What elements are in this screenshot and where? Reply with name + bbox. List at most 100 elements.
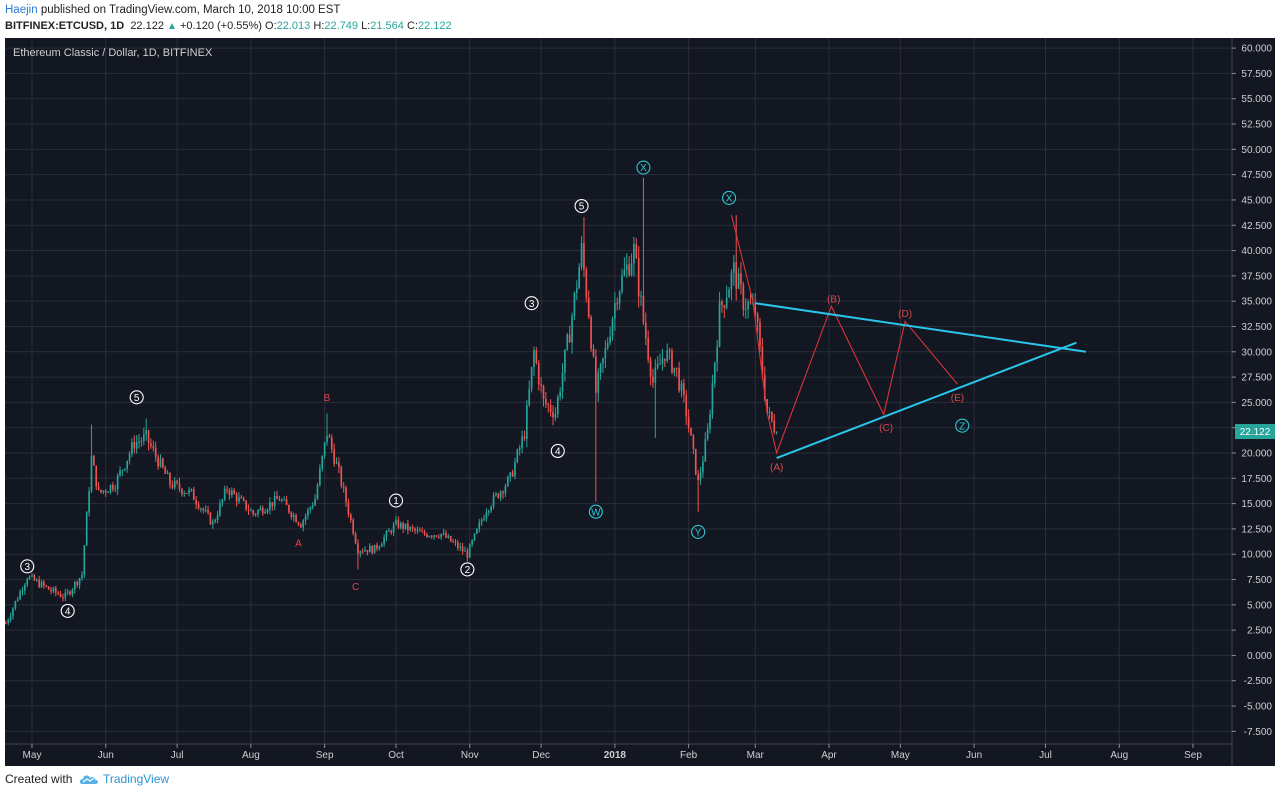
candle-body [385, 531, 388, 538]
wave-label-cyan-circle [955, 418, 970, 433]
candle-body [459, 546, 462, 549]
projection-line [730, 214, 958, 455]
price-tick-label: 15.000 [1241, 499, 1272, 510]
candle-body [452, 541, 454, 543]
time-tick-label: Sep [1184, 750, 1202, 761]
candle-body [590, 317, 592, 349]
candle-body [107, 491, 109, 493]
candle-body [433, 535, 435, 537]
candle-body [449, 536, 452, 542]
candle-body [54, 587, 57, 593]
candle-body [566, 334, 569, 350]
candle-body [9, 616, 12, 621]
candle-body [371, 546, 374, 554]
candle-body [207, 509, 209, 513]
wave-label-white: 1 [393, 496, 399, 507]
candle-body [418, 529, 421, 532]
candle-body [340, 467, 343, 487]
candle-body [166, 473, 169, 475]
candle-body [278, 499, 281, 501]
candle-body [190, 488, 193, 490]
candle-body [702, 461, 704, 473]
candle-body [159, 458, 162, 467]
candle-body [487, 510, 490, 513]
candle-body [573, 292, 576, 317]
candle-body [31, 575, 33, 577]
candle-body [756, 314, 759, 323]
candle-body [285, 499, 288, 506]
wave-label-cyan: W [591, 507, 601, 518]
candle-body [673, 367, 676, 373]
wave-label-white: 4 [555, 447, 561, 458]
candle-body [461, 546, 464, 552]
candle-body [28, 576, 31, 580]
candle-body [402, 522, 404, 529]
candle-body [414, 528, 416, 531]
candle-body [162, 458, 164, 468]
candle-body [52, 587, 55, 592]
triangle-label: (D) [898, 309, 912, 320]
author-link[interactable]: Haejin [5, 4, 38, 16]
wave-label-white-circle [550, 443, 565, 459]
candle-body [537, 363, 540, 385]
candle-body [311, 505, 314, 508]
candle-body [547, 404, 550, 406]
candle-body [373, 544, 376, 554]
candle-body [378, 546, 381, 549]
time-tick-label: Dec [532, 750, 550, 761]
candle-body [763, 374, 766, 400]
candle-body [478, 522, 481, 529]
candle-body [426, 534, 428, 537]
candle-body [740, 273, 742, 285]
candle-body [687, 416, 690, 428]
candle-body [514, 462, 516, 477]
candle-body [399, 522, 402, 528]
price-tick-label: 57.500 [1241, 69, 1272, 80]
candle-body [238, 497, 240, 502]
candle-body [492, 495, 495, 507]
chart-area[interactable]: 3 4 5 1 2 3 4 5 X X W Y Z B A C (A) (B) (C) (D) (E) 60.000 57… [5, 38, 1275, 766]
tradingview-logo-icon[interactable] [78, 771, 100, 787]
candle-body [483, 518, 485, 521]
price-tick-label: 52.500 [1241, 120, 1272, 131]
candle-body [773, 420, 776, 433]
price-tick-label: 47.500 [1241, 170, 1272, 181]
triangle-label: (C) [879, 423, 893, 434]
candle-body [516, 449, 519, 463]
candle-body [383, 537, 385, 545]
high-label: H: [313, 20, 325, 32]
wave-label-white-circle [60, 603, 75, 618]
candle-body [614, 302, 616, 319]
time-axis[interactable]: May Jun Jul Aug Sep Oct Nov Dec 2018 Feb Mar Apr May… [23, 744, 1203, 761]
candle-body [133, 442, 136, 449]
candle-body [585, 269, 588, 298]
candle-body [397, 519, 400, 528]
candle-body [135, 441, 138, 449]
candle-body [109, 484, 112, 492]
candle-body [250, 510, 252, 512]
wave-label-white-circle [460, 562, 475, 577]
candle-body [252, 510, 255, 515]
time-tick-label: Nov [461, 750, 479, 761]
candle-body [671, 350, 673, 373]
wave-label-white-circle [574, 198, 589, 214]
last-price: 22.122 [130, 20, 164, 32]
low-value: 21.564 [370, 20, 404, 32]
candle-body [416, 529, 419, 531]
time-tick-label: May [23, 750, 42, 761]
candle-body [116, 475, 119, 490]
price-tick-label: 27.500 [1241, 373, 1272, 384]
candle-body [716, 346, 719, 363]
price-chart[interactable]: 3 4 5 1 2 3 4 5 X X W Y Z B A C (A) (B) (C) (D) (E) 60.000 57… [5, 38, 1275, 766]
candle-body [131, 442, 133, 454]
candle-body [713, 362, 716, 384]
wave-label-red: B [324, 393, 331, 404]
candle-body [62, 596, 64, 598]
candle-body [290, 512, 293, 518]
high-value: 22.749 [324, 20, 359, 32]
candle-body [97, 486, 100, 490]
wave-label-white: 3 [529, 299, 535, 310]
candle-body [480, 520, 483, 523]
tradingview-link[interactable]: TradingView [103, 772, 170, 786]
price-tick-label: 37.500 [1241, 271, 1272, 282]
